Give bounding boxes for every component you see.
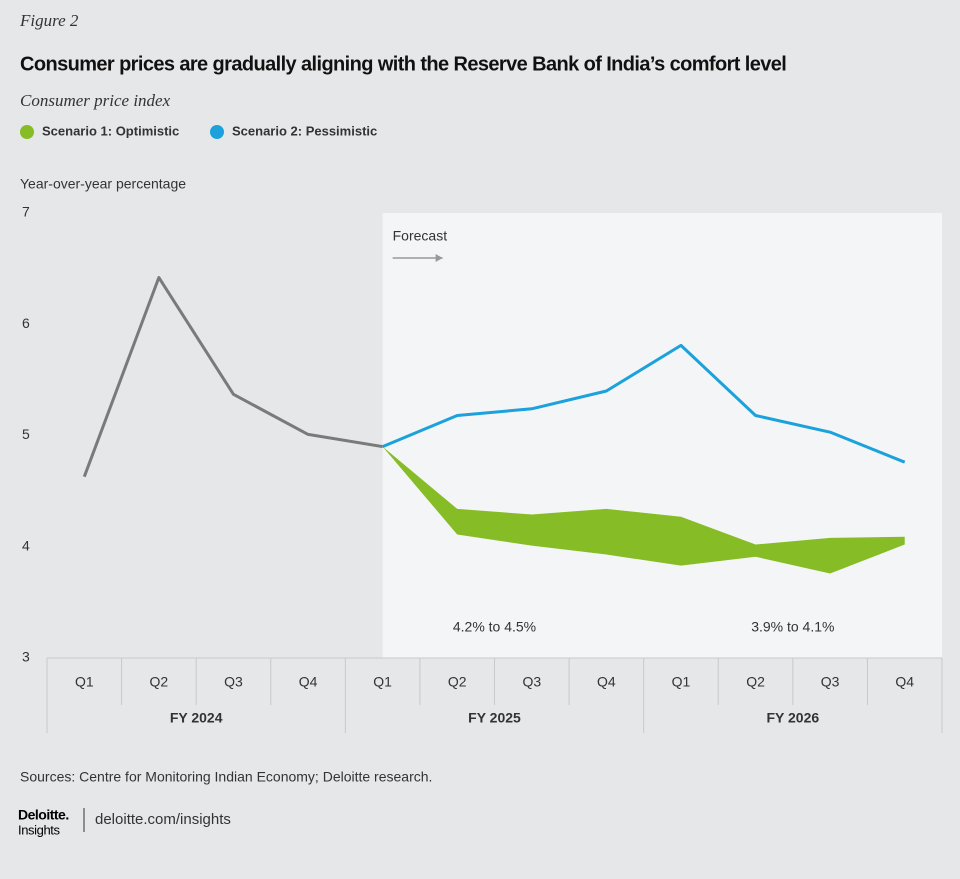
figure-label: Figure 2	[19, 11, 79, 30]
x-tick-label: Q1	[75, 674, 94, 690]
chart-title: Consumer prices are gradually aligning w…	[20, 53, 786, 75]
x-tick-label: Q3	[522, 674, 541, 690]
brand-sub: Insights	[18, 822, 61, 837]
y-axis-label: Year-over-year percentage	[20, 176, 186, 192]
forecast-label: Forecast	[393, 228, 448, 244]
range-band	[382, 446, 905, 574]
legend-marker	[210, 125, 224, 139]
legend-marker	[20, 125, 34, 139]
x-tick-label: Q2	[746, 674, 765, 690]
x-tick-label: Q4	[597, 674, 616, 690]
y-tick-label: 7	[22, 204, 30, 220]
annotation: 3.9% to 4.1%	[751, 619, 834, 635]
x-tick-label: Q1	[373, 674, 392, 690]
x-tick-label: Q3	[821, 674, 840, 690]
y-tick-label: 4	[22, 537, 30, 553]
series-line	[382, 343, 906, 464]
forecast-arrowhead	[435, 254, 443, 262]
x-tick-label: Q1	[672, 674, 691, 690]
group-label: FY 2026	[766, 710, 819, 726]
annotation: 4.2% to 4.5%	[453, 619, 536, 635]
subtitle: Consumer price index	[20, 91, 171, 110]
x-tick-label: Q2	[448, 674, 467, 690]
brand: Deloitte.	[18, 807, 69, 823]
x-tick-label: Q2	[150, 674, 169, 690]
forecast-area	[382, 213, 942, 658]
source: Sources: Centre for Monitoring Indian Ec…	[20, 769, 432, 785]
x-tick-label: Q4	[895, 674, 914, 690]
group-label: FY 2024	[170, 710, 223, 726]
legend-label: Scenario 2: Pessimistic	[232, 123, 377, 138]
y-tick-label: 6	[22, 315, 30, 331]
y-tick-label: 5	[22, 426, 30, 442]
x-tick-label: Q3	[224, 674, 243, 690]
url: deloitte.com/insights	[95, 811, 231, 828]
historical-line	[82, 276, 383, 478]
x-tick-label: Q4	[299, 674, 318, 690]
y-tick-label: 3	[22, 649, 30, 665]
legend-label: Scenario 1: Optimistic	[42, 123, 179, 138]
group-label: FY 2025	[468, 710, 521, 726]
